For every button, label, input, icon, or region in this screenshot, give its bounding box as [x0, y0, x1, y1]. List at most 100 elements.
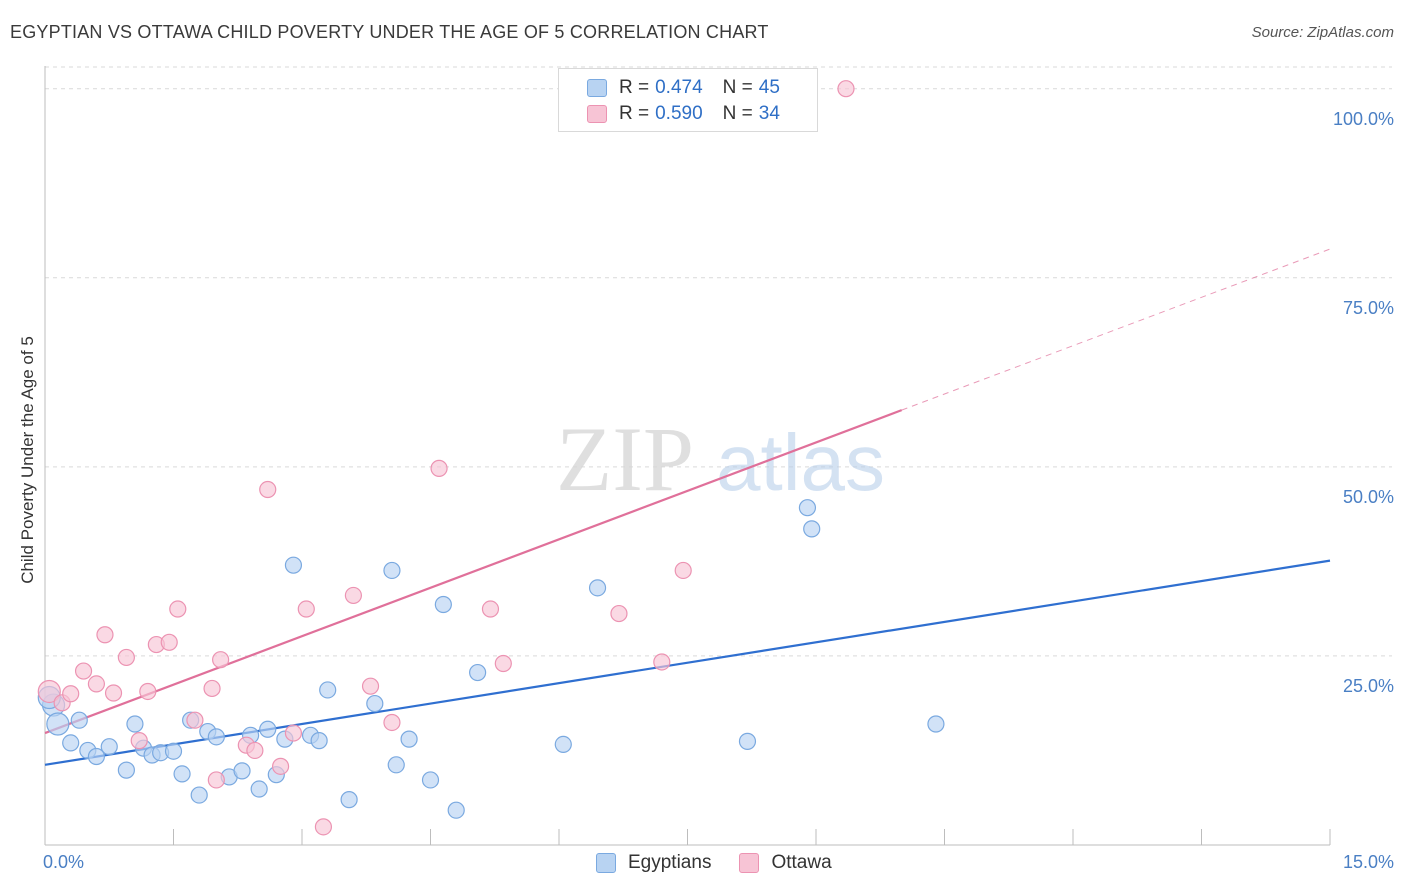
- point-ottawa: [674, 561, 692, 580]
- point-ottawa: [246, 741, 264, 760]
- point-egyptians: [319, 681, 337, 699]
- watermark: ZIP atlas: [556, 408, 885, 510]
- source-credit: Source: ZipAtlas.com: [1252, 24, 1394, 41]
- point-egyptians: [190, 786, 208, 804]
- point-egyptians: [400, 730, 418, 748]
- point-egyptians: [387, 756, 405, 774]
- source-value: ZipAtlas.com: [1307, 24, 1394, 41]
- n-value: 45: [758, 77, 780, 98]
- point-egyptians: [554, 735, 572, 754]
- point-egyptians: [798, 499, 817, 517]
- chart-title: EGYPTIAN VS OTTAWA CHILD POVERTY UNDER T…: [10, 22, 769, 42]
- point-egyptians: [340, 791, 358, 809]
- r-label: R =: [619, 77, 650, 98]
- point-ottawa: [87, 675, 106, 693]
- point-egyptians: [70, 711, 88, 729]
- point-ottawa: [160, 633, 178, 651]
- point-ottawa: [361, 677, 380, 695]
- point-egyptians: [259, 720, 277, 738]
- point-ottawa: [494, 654, 512, 673]
- trend-lines: [44, 248, 1331, 766]
- point-ottawa: [653, 653, 671, 671]
- grid-lines: [45, 66, 1392, 657]
- egyptians-legend-swatch: [596, 853, 616, 873]
- point-ottawa: [271, 757, 290, 775]
- point-egyptians: [927, 715, 945, 733]
- r-label: R =: [619, 103, 650, 124]
- watermark-atlas: atlas: [716, 418, 885, 507]
- point-ottawa: [284, 724, 303, 742]
- stats-legend-row-egyptians: R = 0.474 N = 45: [587, 77, 780, 99]
- point-egyptians: [310, 732, 328, 750]
- y-tick-label: 100.0%: [1332, 108, 1394, 129]
- legend-item-egyptians[interactable]: Egyptians: [596, 852, 711, 874]
- y-tick-label: 50.0%: [1342, 486, 1394, 507]
- point-ottawa: [207, 771, 225, 789]
- point-egyptians: [250, 780, 268, 798]
- point-ottawa: [344, 586, 362, 605]
- point-egyptians: [46, 712, 70, 736]
- source-label: Source:: [1251, 24, 1304, 41]
- trend-line-egyptians: [44, 559, 1331, 766]
- point-ottawa: [314, 818, 333, 836]
- n-value: 34: [758, 103, 780, 124]
- legend-item-ottawa[interactable]: Ottawa: [739, 852, 832, 874]
- point-egyptians: [164, 742, 183, 760]
- r-value: 0.590: [655, 103, 703, 124]
- point-egyptians: [207, 728, 225, 746]
- point-ottawa: [37, 679, 61, 704]
- point-ottawa: [212, 651, 230, 669]
- stats-legend-row-ottawa: R = 0.590 N = 34: [587, 103, 780, 125]
- point-egyptians: [434, 595, 452, 614]
- stats-legend: R = 0.474 N = 45 R = 0.590 N = 34: [558, 68, 818, 132]
- data-points: [37, 80, 945, 836]
- y-tick-label: 25.0%: [1342, 675, 1394, 696]
- point-ottawa: [481, 600, 500, 618]
- point-egyptians: [100, 738, 118, 756]
- point-egyptians: [447, 801, 465, 819]
- ottawa-legend-label: Ottawa: [771, 852, 832, 873]
- point-ottawa: [117, 648, 135, 667]
- point-egyptians: [588, 579, 607, 597]
- axes: [44, 66, 1331, 846]
- ottawa-swatch: [587, 105, 607, 123]
- trend-line-ottawa: [44, 409, 903, 735]
- point-egyptians: [738, 732, 757, 750]
- point-ottawa: [186, 711, 204, 729]
- point-ottawa: [104, 684, 123, 702]
- ottawa-legend-swatch: [739, 853, 760, 873]
- point-ottawa: [203, 679, 221, 698]
- x-tick-label: 0.0%: [43, 852, 85, 872]
- point-ottawa: [297, 600, 315, 618]
- point-ottawa: [259, 480, 277, 499]
- point-ottawa: [139, 682, 157, 701]
- point-egyptians: [366, 694, 384, 713]
- point-egyptians: [421, 771, 440, 789]
- egyptians-legend-label: Egyptians: [628, 852, 712, 873]
- point-ottawa: [837, 80, 855, 98]
- point-ottawa: [610, 604, 628, 623]
- r-value: 0.474: [655, 77, 703, 98]
- point-ottawa: [74, 662, 93, 680]
- point-ottawa: [430, 459, 448, 477]
- point-ottawa: [62, 685, 80, 703]
- n-label: N =: [722, 103, 753, 124]
- point-ottawa: [96, 626, 114, 644]
- point-egyptians: [233, 762, 251, 780]
- y-tick-label: 75.0%: [1342, 297, 1394, 318]
- point-egyptians: [117, 761, 135, 779]
- egyptians-swatch: [587, 79, 607, 97]
- point-egyptians: [383, 561, 401, 580]
- point-egyptians: [126, 715, 144, 733]
- point-ottawa: [130, 732, 148, 750]
- series-legend: Egyptians Ottawa: [596, 852, 860, 874]
- point-egyptians: [284, 556, 303, 574]
- point-egyptians: [62, 734, 80, 752]
- point-ottawa: [169, 600, 187, 618]
- point-egyptians: [173, 765, 191, 783]
- trend-extension-ottawa: [901, 248, 1331, 411]
- point-egyptians: [803, 520, 821, 538]
- y-axis-label: Child Poverty Under the Age of 5: [18, 336, 37, 584]
- point-egyptians: [469, 663, 487, 682]
